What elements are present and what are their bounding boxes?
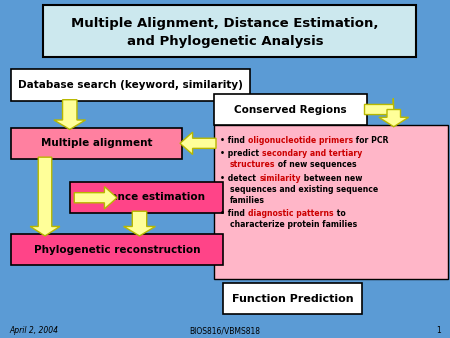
FancyBboxPatch shape (11, 128, 182, 159)
Text: Distance estimation: Distance estimation (87, 192, 205, 202)
Text: structures: structures (230, 160, 275, 169)
Text: BIOS816/VBMS818: BIOS816/VBMS818 (189, 326, 261, 335)
FancyArrow shape (124, 211, 155, 236)
Text: • find: • find (220, 210, 248, 218)
Text: diagnostic patterns: diagnostic patterns (248, 210, 334, 218)
Text: of new sequences: of new sequences (275, 160, 356, 169)
FancyBboxPatch shape (43, 5, 416, 57)
Text: and Phylogenetic Analysis: and Phylogenetic Analysis (127, 35, 323, 48)
Text: sequences and existing sequence: sequences and existing sequence (230, 185, 378, 194)
Text: • predict: • predict (220, 149, 262, 158)
Text: 1: 1 (436, 326, 441, 335)
FancyBboxPatch shape (11, 234, 223, 265)
FancyArrow shape (74, 187, 117, 209)
Text: secondary and tertiary: secondary and tertiary (262, 149, 363, 158)
Text: between new: between new (301, 174, 362, 183)
FancyBboxPatch shape (214, 125, 448, 279)
Text: Database search (keyword, similarity): Database search (keyword, similarity) (18, 80, 243, 90)
Text: characterize protein families: characterize protein families (230, 220, 357, 229)
FancyArrow shape (54, 100, 86, 129)
FancyBboxPatch shape (214, 94, 367, 125)
Text: Multiple Alignment, Distance Estimation,: Multiple Alignment, Distance Estimation, (71, 17, 379, 30)
Text: Conserved Regions: Conserved Regions (234, 104, 346, 115)
FancyBboxPatch shape (70, 182, 223, 213)
Text: similarity: similarity (259, 174, 301, 183)
Text: Function Prediction: Function Prediction (232, 294, 353, 304)
Text: Multiple alignment: Multiple alignment (41, 138, 153, 148)
FancyArrow shape (364, 98, 394, 121)
FancyArrow shape (30, 157, 60, 236)
FancyArrow shape (180, 132, 216, 154)
Text: families: families (230, 196, 265, 204)
Text: • find: • find (220, 136, 248, 145)
Text: to: to (334, 210, 346, 218)
FancyArrow shape (379, 110, 409, 127)
Text: Phylogenetic reconstruction: Phylogenetic reconstruction (34, 245, 200, 255)
Text: • detect: • detect (220, 174, 259, 183)
Text: April 2, 2004: April 2, 2004 (9, 326, 58, 335)
Text: for PCR: for PCR (353, 136, 389, 145)
FancyBboxPatch shape (11, 69, 250, 101)
FancyBboxPatch shape (223, 283, 362, 314)
Text: oligonucleotide primers: oligonucleotide primers (248, 136, 353, 145)
